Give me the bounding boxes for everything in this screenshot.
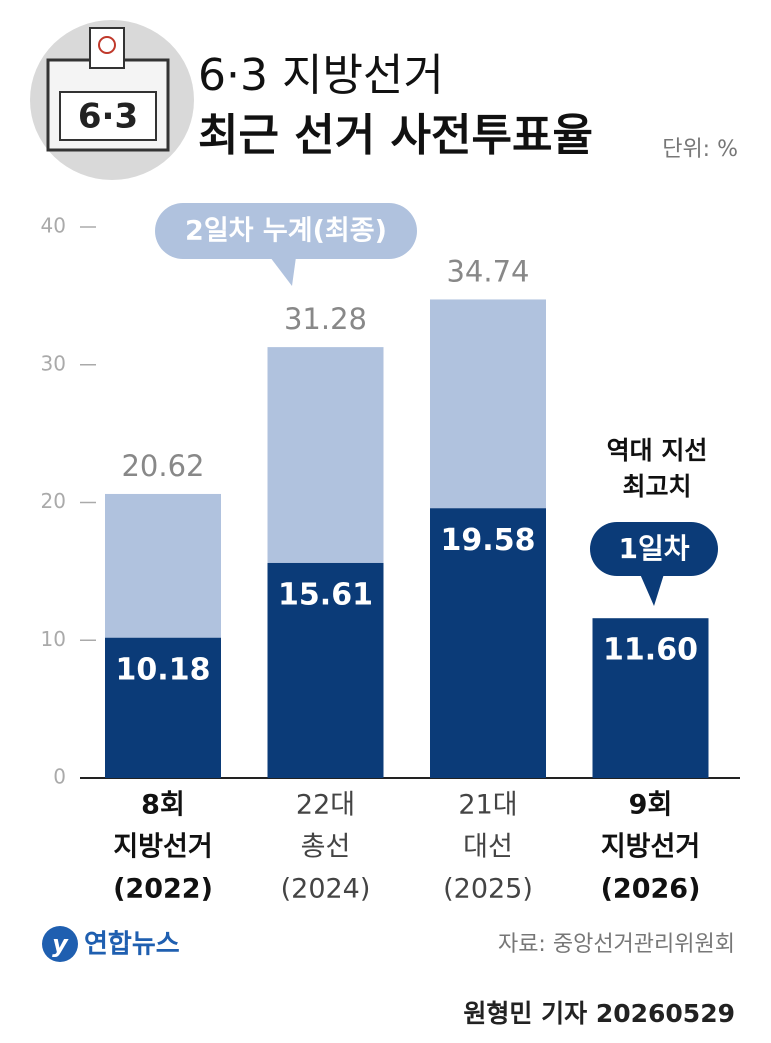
- bar: [267, 562, 384, 778]
- x-tick-label: (2024): [281, 874, 371, 905]
- x-tick-label: 9회: [629, 790, 673, 821]
- logo-text: 연합뉴스: [84, 930, 180, 960]
- logo: y 연합뉴스: [42, 926, 180, 962]
- y-tick-label: 30: [41, 351, 66, 375]
- chart-subtitle: 최근 선거 사전투표율: [198, 110, 593, 161]
- chart-title: 6·3 지방선거: [198, 50, 444, 101]
- x-tick-label: 지방선거: [113, 832, 212, 863]
- y-tick-label: 10: [41, 627, 66, 651]
- legend-label: 1일차: [618, 532, 689, 565]
- value-label: 15.61: [278, 577, 373, 612]
- bar: [430, 508, 546, 778]
- annotation: 역대 지선: [607, 436, 708, 465]
- x-tick-label: (2026): [601, 874, 701, 905]
- x-tick-label: 22대: [296, 790, 355, 821]
- box-label: 6·3: [78, 97, 138, 137]
- x-tick-label: 8회: [141, 790, 185, 821]
- source: 자료: 중앙선거관리위원회: [498, 932, 735, 957]
- callout-tail: [270, 257, 296, 286]
- x-tick-label: (2022): [113, 874, 213, 905]
- legend-label: 2일차 누계(최종): [185, 216, 387, 247]
- bar: [105, 637, 221, 778]
- y-tick-label: 20: [41, 489, 66, 513]
- value-label: 34.74: [446, 254, 529, 288]
- byline: 원형민 기자 20260529: [463, 999, 735, 1028]
- value-label: 11.60: [603, 633, 698, 668]
- callout-bubble: [155, 203, 417, 259]
- bar: [592, 618, 709, 778]
- callout-bubble: [590, 522, 718, 576]
- y-tick-label: 40: [41, 214, 66, 238]
- svg-text:y: y: [52, 930, 69, 958]
- value-label: 31.28: [284, 302, 367, 336]
- x-tick-label: (2025): [443, 874, 533, 905]
- ballot-illustration: 6·3: [30, 20, 194, 180]
- value-label: 10.18: [116, 652, 211, 687]
- unit-label: 단위: %: [662, 137, 738, 162]
- x-tick-label: 대선: [463, 832, 513, 863]
- x-tick-label: 21대: [458, 790, 517, 821]
- annotation: 최고치: [622, 472, 691, 501]
- x-tick-label: 지방선거: [601, 832, 700, 863]
- value-label: 19.58: [441, 523, 536, 558]
- callout-tail: [640, 574, 664, 606]
- value-label: 20.62: [121, 449, 204, 483]
- y-tick-label: 0: [53, 765, 66, 789]
- x-tick-label: 총선: [301, 832, 351, 863]
